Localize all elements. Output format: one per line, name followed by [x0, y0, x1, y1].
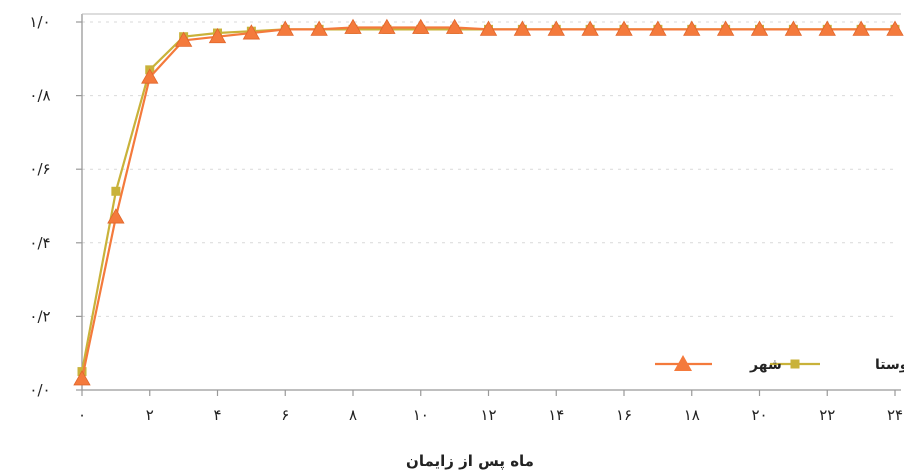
- series-line: [80, 28, 895, 372]
- y-tick-label-3: ۰/۶: [29, 160, 50, 178]
- axes: ۰/۰۰/۲۰/۴۰/۶۰/۸۱/۰۰ ۲ ۴ ۶ ۸ ۱۰ ۱۲ ۱۴ ۱۶ ۱۸ ۲۰ ۲۲ ۲۴: [29, 13, 903, 424]
- x-tick-label-9: ۱۸: [684, 406, 700, 424]
- data-point: [513, 20, 532, 36]
- data-point: [141, 68, 159, 84]
- x-tick-label-2: ۴: [213, 406, 221, 424]
- data-point: [111, 186, 121, 196]
- x-tick-label-7: ۱۴: [548, 406, 564, 424]
- x-tick-label-1: ۲: [146, 406, 154, 424]
- legend: روستا شهر: [655, 355, 904, 373]
- data-point: [547, 20, 565, 36]
- x-tick-label-6: ۱۲: [480, 406, 496, 424]
- y-tick-label-0: ۰/۰: [29, 381, 50, 399]
- data-point: [107, 208, 125, 224]
- data-point: [445, 18, 464, 34]
- data-point: [242, 24, 261, 40]
- y-tick-label-5: ۱/۰: [29, 13, 50, 31]
- data-point: [310, 20, 328, 36]
- data-point: [750, 20, 769, 36]
- data-point: [174, 31, 193, 47]
- legend-label: روستا: [875, 357, 904, 373]
- x-tick-label-12: ۲۴: [887, 406, 903, 424]
- legend-item-city: شهر: [655, 355, 782, 373]
- data-point: [581, 20, 599, 36]
- series-layer: [73, 18, 904, 386]
- x-tick-label-3: ۶: [281, 406, 289, 424]
- y-tick-label-4: ۰/۸: [29, 87, 50, 105]
- data-point: [615, 20, 633, 36]
- data-point: [344, 18, 362, 34]
- data-point: [73, 370, 91, 386]
- data-point: [683, 20, 701, 36]
- data-point: [208, 27, 227, 44]
- x-tick-label-5: ۱۰: [413, 406, 429, 424]
- data-point: [886, 20, 904, 36]
- x-tick-label-11: ۲۲: [819, 406, 835, 424]
- legend-label: شهر: [749, 357, 782, 373]
- data-point: [784, 20, 803, 36]
- x-tick-label-0: ۰: [78, 406, 86, 424]
- data-point: [378, 18, 396, 34]
- grid: [82, 21, 895, 317]
- data-point: [412, 18, 430, 34]
- legend-item-rural: روستا: [770, 357, 904, 373]
- x-axis-title: ماه پس از زایمان: [406, 452, 534, 471]
- y-tick-label-2: ۰/۴: [29, 234, 50, 252]
- y-tick-label-1: ۰/۲: [29, 307, 50, 325]
- data-point: [818, 20, 836, 36]
- data-point: [276, 20, 294, 36]
- data-point: [852, 20, 870, 36]
- series-city: [73, 18, 904, 386]
- data-point: [649, 20, 667, 36]
- data-point: [479, 20, 498, 36]
- series-rural: [77, 24, 900, 377]
- legend-swatch-marker: [790, 359, 800, 369]
- data-point: [716, 20, 735, 36]
- x-tick-label-8: ۱۶: [616, 406, 632, 424]
- x-tick-label-4: ۸: [349, 406, 357, 424]
- x-tick-label-10: ۲۰: [751, 406, 767, 424]
- series-line: [80, 26, 895, 380]
- legend-swatch-marker: [674, 355, 692, 371]
